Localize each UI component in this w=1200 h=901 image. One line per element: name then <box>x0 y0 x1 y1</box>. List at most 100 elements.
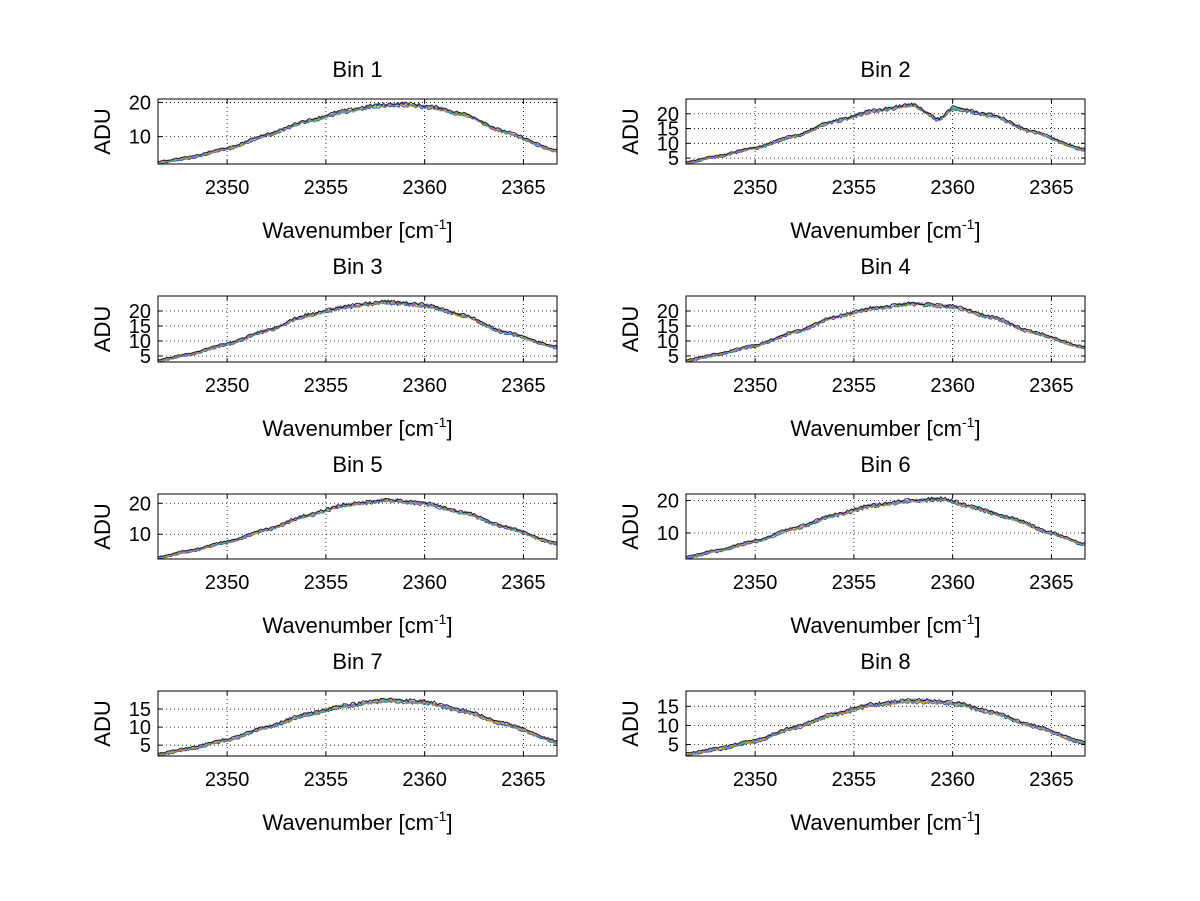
x-tick-label: 2360 <box>930 375 975 397</box>
y-tick-label: 20 <box>129 301 151 323</box>
series-line-7 <box>157 697 558 754</box>
x-axis-label-main: Wavenumber [cm <box>262 218 434 243</box>
x-axis-label-superscript: -1 <box>434 414 447 430</box>
subplot-title: Bin 6 <box>860 452 910 477</box>
x-tick-label: 2360 <box>930 769 975 791</box>
x-axis-label-close: ] <box>446 218 452 243</box>
y-tick-label: 5 <box>668 735 679 757</box>
axes-frame <box>685 295 1086 363</box>
y-tick-label: 20 <box>657 301 679 323</box>
subplot-bin-1: 2350 2355 2360 2365 10 20 Bin 1 ADU Wavenumber [… <box>90 57 558 243</box>
x-axis-label-close: ] <box>446 613 452 638</box>
x-tick-label: 2365 <box>501 375 546 397</box>
x-tick-label: 2350 <box>205 375 250 397</box>
axes-frame <box>157 493 558 560</box>
y-tick-label: 10 <box>129 127 151 149</box>
x-tick-label: 2355 <box>304 375 349 397</box>
x-tick-label: 2355 <box>832 375 877 397</box>
y-tick-label: 20 <box>657 104 679 126</box>
y-tick-label: 20 <box>129 493 151 515</box>
x-axis-label: Wavenumber [cm-1] <box>790 414 980 441</box>
x-axis-label-superscript: -1 <box>962 414 975 430</box>
x-axis-label-superscript: -1 <box>962 808 975 824</box>
y-tick-label: 5 <box>140 735 151 757</box>
subplot-title: Bin 4 <box>860 254 910 279</box>
axes-frame <box>685 98 1086 165</box>
x-tick-label: 2365 <box>501 572 546 594</box>
x-axis-label-close: ] <box>974 613 980 638</box>
x-tick-label: 2350 <box>205 177 250 199</box>
axes-frame <box>685 690 1086 757</box>
series-line-6 <box>685 698 1086 755</box>
x-tick-label: 2350 <box>205 572 250 594</box>
y-tick-label: 10 <box>129 524 151 546</box>
x-axis-label-close: ] <box>974 810 980 835</box>
x-tick-label: 2350 <box>733 572 778 594</box>
y-axis-label: ADU <box>618 108 643 154</box>
x-tick-label: 2355 <box>832 769 877 791</box>
x-axis-label-main: Wavenumber [cm <box>262 810 434 835</box>
x-tick-label: 2355 <box>832 177 877 199</box>
subplot-title: Bin 8 <box>860 649 910 674</box>
axes-frame <box>157 98 558 165</box>
x-tick-label: 2355 <box>304 572 349 594</box>
series-line-7 <box>685 697 1085 754</box>
x-axis-label-close: ] <box>974 416 980 441</box>
y-axis-label: ADU <box>618 306 643 352</box>
series-line-7 <box>685 301 1086 361</box>
x-tick-label: 2360 <box>402 177 447 199</box>
x-axis-label-main: Wavenumber [cm <box>790 810 962 835</box>
axes-frame <box>157 295 558 363</box>
x-axis-label: Wavenumber [cm-1] <box>790 808 980 835</box>
series-line-7 <box>157 299 558 361</box>
x-tick-label: 2360 <box>402 769 447 791</box>
y-tick-label: 15 <box>129 316 151 338</box>
y-tick-label: 10 <box>657 133 679 155</box>
y-axis-label: ADU <box>90 700 115 746</box>
x-axis-label-superscript: -1 <box>434 808 447 824</box>
subplot-title: Bin 7 <box>332 649 382 674</box>
x-tick-label: 2365 <box>501 177 546 199</box>
x-axis-label-main: Wavenumber [cm <box>790 416 962 441</box>
y-axis-label: ADU <box>90 306 115 352</box>
x-tick-label: 2350 <box>733 375 778 397</box>
y-tick-label: 20 <box>129 92 151 114</box>
y-tick-label: 10 <box>657 331 679 353</box>
x-axis-label-main: Wavenumber [cm <box>790 613 962 638</box>
x-axis-label-superscript: -1 <box>434 611 447 627</box>
x-tick-label: 2360 <box>402 375 447 397</box>
y-tick-label: 5 <box>140 346 151 368</box>
x-axis-label: Wavenumber [cm-1] <box>262 414 452 441</box>
x-tick-label: 2365 <box>1029 769 1074 791</box>
x-tick-label: 2365 <box>1029 375 1074 397</box>
x-axis-label-main: Wavenumber [cm <box>262 613 434 638</box>
x-tick-label: 2360 <box>930 177 975 199</box>
x-tick-label: 2355 <box>832 572 877 594</box>
subplot-bin-6: 2350 2355 2360 2365 10 20 Bin 6 ADU Wavenumber [… <box>618 452 1086 638</box>
y-tick-label: 15 <box>129 699 151 721</box>
x-axis-label-superscript: -1 <box>962 216 975 232</box>
x-axis-label-close: ] <box>446 416 452 441</box>
y-tick-label: 15 <box>657 119 679 141</box>
y-tick-label: 15 <box>657 316 679 338</box>
y-tick-label: 20 <box>657 491 679 513</box>
x-tick-label: 2355 <box>304 177 349 199</box>
y-axis-label: ADU <box>90 108 115 154</box>
x-axis-label: Wavenumber [cm-1] <box>262 611 452 638</box>
x-tick-label: 2365 <box>501 769 546 791</box>
x-tick-label: 2360 <box>402 572 447 594</box>
x-axis-label: Wavenumber [cm-1] <box>262 216 452 243</box>
x-axis-label: Wavenumber [cm-1] <box>790 216 980 243</box>
series-line-7 <box>685 102 1086 163</box>
subplot-title: Bin 3 <box>332 254 382 279</box>
axes-frame <box>685 493 1086 560</box>
x-axis-label-superscript: -1 <box>962 611 975 627</box>
x-tick-label: 2360 <box>930 572 975 594</box>
y-tick-label: 10 <box>657 523 679 545</box>
subplot-title: Bin 5 <box>332 452 382 477</box>
